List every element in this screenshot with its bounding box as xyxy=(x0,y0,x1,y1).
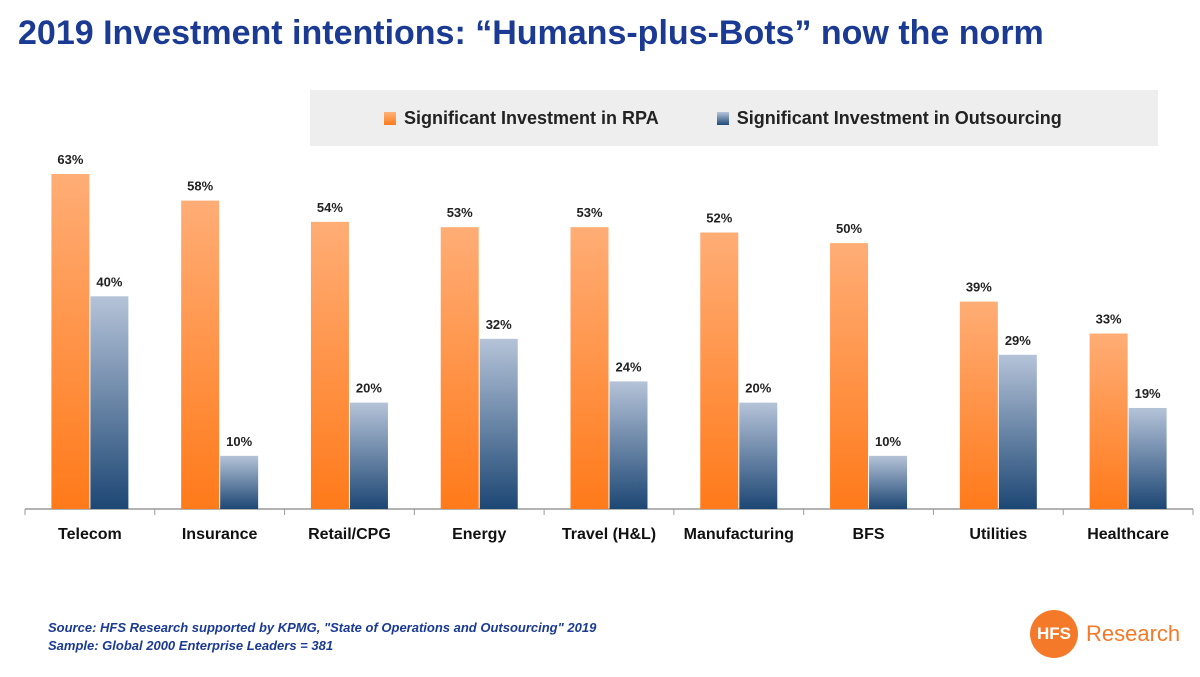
data-label-rpa: 39% xyxy=(966,280,992,295)
legend-item-outsourcing: Significant Investment in Outsourcing xyxy=(716,107,1062,129)
bar-outsourcing xyxy=(349,402,388,509)
bar-rpa xyxy=(181,200,220,510)
bar-rpa xyxy=(830,243,869,509)
bar-rpa xyxy=(440,227,479,509)
data-label-outsourcing: 40% xyxy=(96,274,122,289)
source-note: Source: HFS Research supported by KPMG, … xyxy=(48,619,596,655)
bar-outsourcing xyxy=(220,455,259,509)
logo-text: Research xyxy=(1086,621,1181,646)
data-label-outsourcing: 29% xyxy=(1005,333,1031,348)
bar-rpa xyxy=(51,174,90,509)
bar-rpa xyxy=(959,301,998,509)
data-label-outsourcing: 19% xyxy=(1135,386,1161,401)
data-label-outsourcing: 24% xyxy=(615,359,641,374)
legend-swatch-rpa xyxy=(384,111,396,125)
chart-legend: Significant Investment in RPA Significan… xyxy=(310,90,1158,146)
legend-label-rpa: Significant Investment in RPA xyxy=(404,107,659,128)
data-label-rpa: 50% xyxy=(836,221,862,236)
data-label-rpa: 53% xyxy=(576,205,602,220)
data-label-outsourcing: 20% xyxy=(745,381,771,396)
data-label-rpa: 53% xyxy=(447,205,473,220)
category-label: Retail/CPG xyxy=(308,526,391,543)
bar-rpa xyxy=(700,232,739,509)
data-label-rpa: 63% xyxy=(57,152,83,167)
bar-outsourcing xyxy=(739,402,778,509)
bar-outsourcing xyxy=(869,455,908,509)
source-line: Source: HFS Research supported by KPMG, … xyxy=(48,620,597,635)
category-label: Healthcare xyxy=(1087,526,1169,543)
sample-line: Sample: Global 2000 Enterprise Leaders =… xyxy=(48,638,334,653)
chart-title: 2019 Investment intentions: “Humans-plus… xyxy=(18,14,1044,52)
bar-outsourcing xyxy=(998,354,1037,509)
data-label-outsourcing: 20% xyxy=(356,381,382,396)
category-label: Telecom xyxy=(58,526,122,543)
legend-item-rpa: Significant Investment in RPA xyxy=(384,108,659,129)
bar-outsourcing xyxy=(1128,407,1167,509)
category-label: Manufacturing xyxy=(684,526,794,543)
category-label: BFS xyxy=(853,526,885,543)
data-label-outsourcing: 10% xyxy=(226,434,252,449)
category-label: Insurance xyxy=(182,526,258,543)
data-label-rpa: 58% xyxy=(187,179,213,194)
category-label: Travel (H&L) xyxy=(562,526,656,543)
data-label-rpa: 54% xyxy=(317,200,343,215)
hfs-logo: HFS Research xyxy=(1030,610,1180,658)
bar-chart: 63% 40% Telecom 58% 10% Insurance 54% 20% Retail… xyxy=(24,152,1194,543)
data-label-rpa: 33% xyxy=(1096,312,1122,327)
bar-outsourcing xyxy=(609,381,648,509)
data-label-outsourcing: 10% xyxy=(875,434,901,449)
legend-swatch-outsourcing xyxy=(716,111,729,125)
bar-rpa xyxy=(570,227,609,509)
bar-rpa xyxy=(1089,333,1128,509)
data-label-rpa: 52% xyxy=(706,210,732,225)
bar-outsourcing xyxy=(479,338,518,509)
legend-label-outsourcing: Significant Investment in Outsourcing xyxy=(736,107,1062,128)
logo-mark: HFS xyxy=(1030,610,1078,658)
category-label: Utilities xyxy=(969,526,1027,543)
bar-rpa xyxy=(310,221,349,509)
bar-outsourcing xyxy=(90,296,129,509)
category-label: Energy xyxy=(452,526,506,543)
data-label-outsourcing: 32% xyxy=(486,317,512,332)
